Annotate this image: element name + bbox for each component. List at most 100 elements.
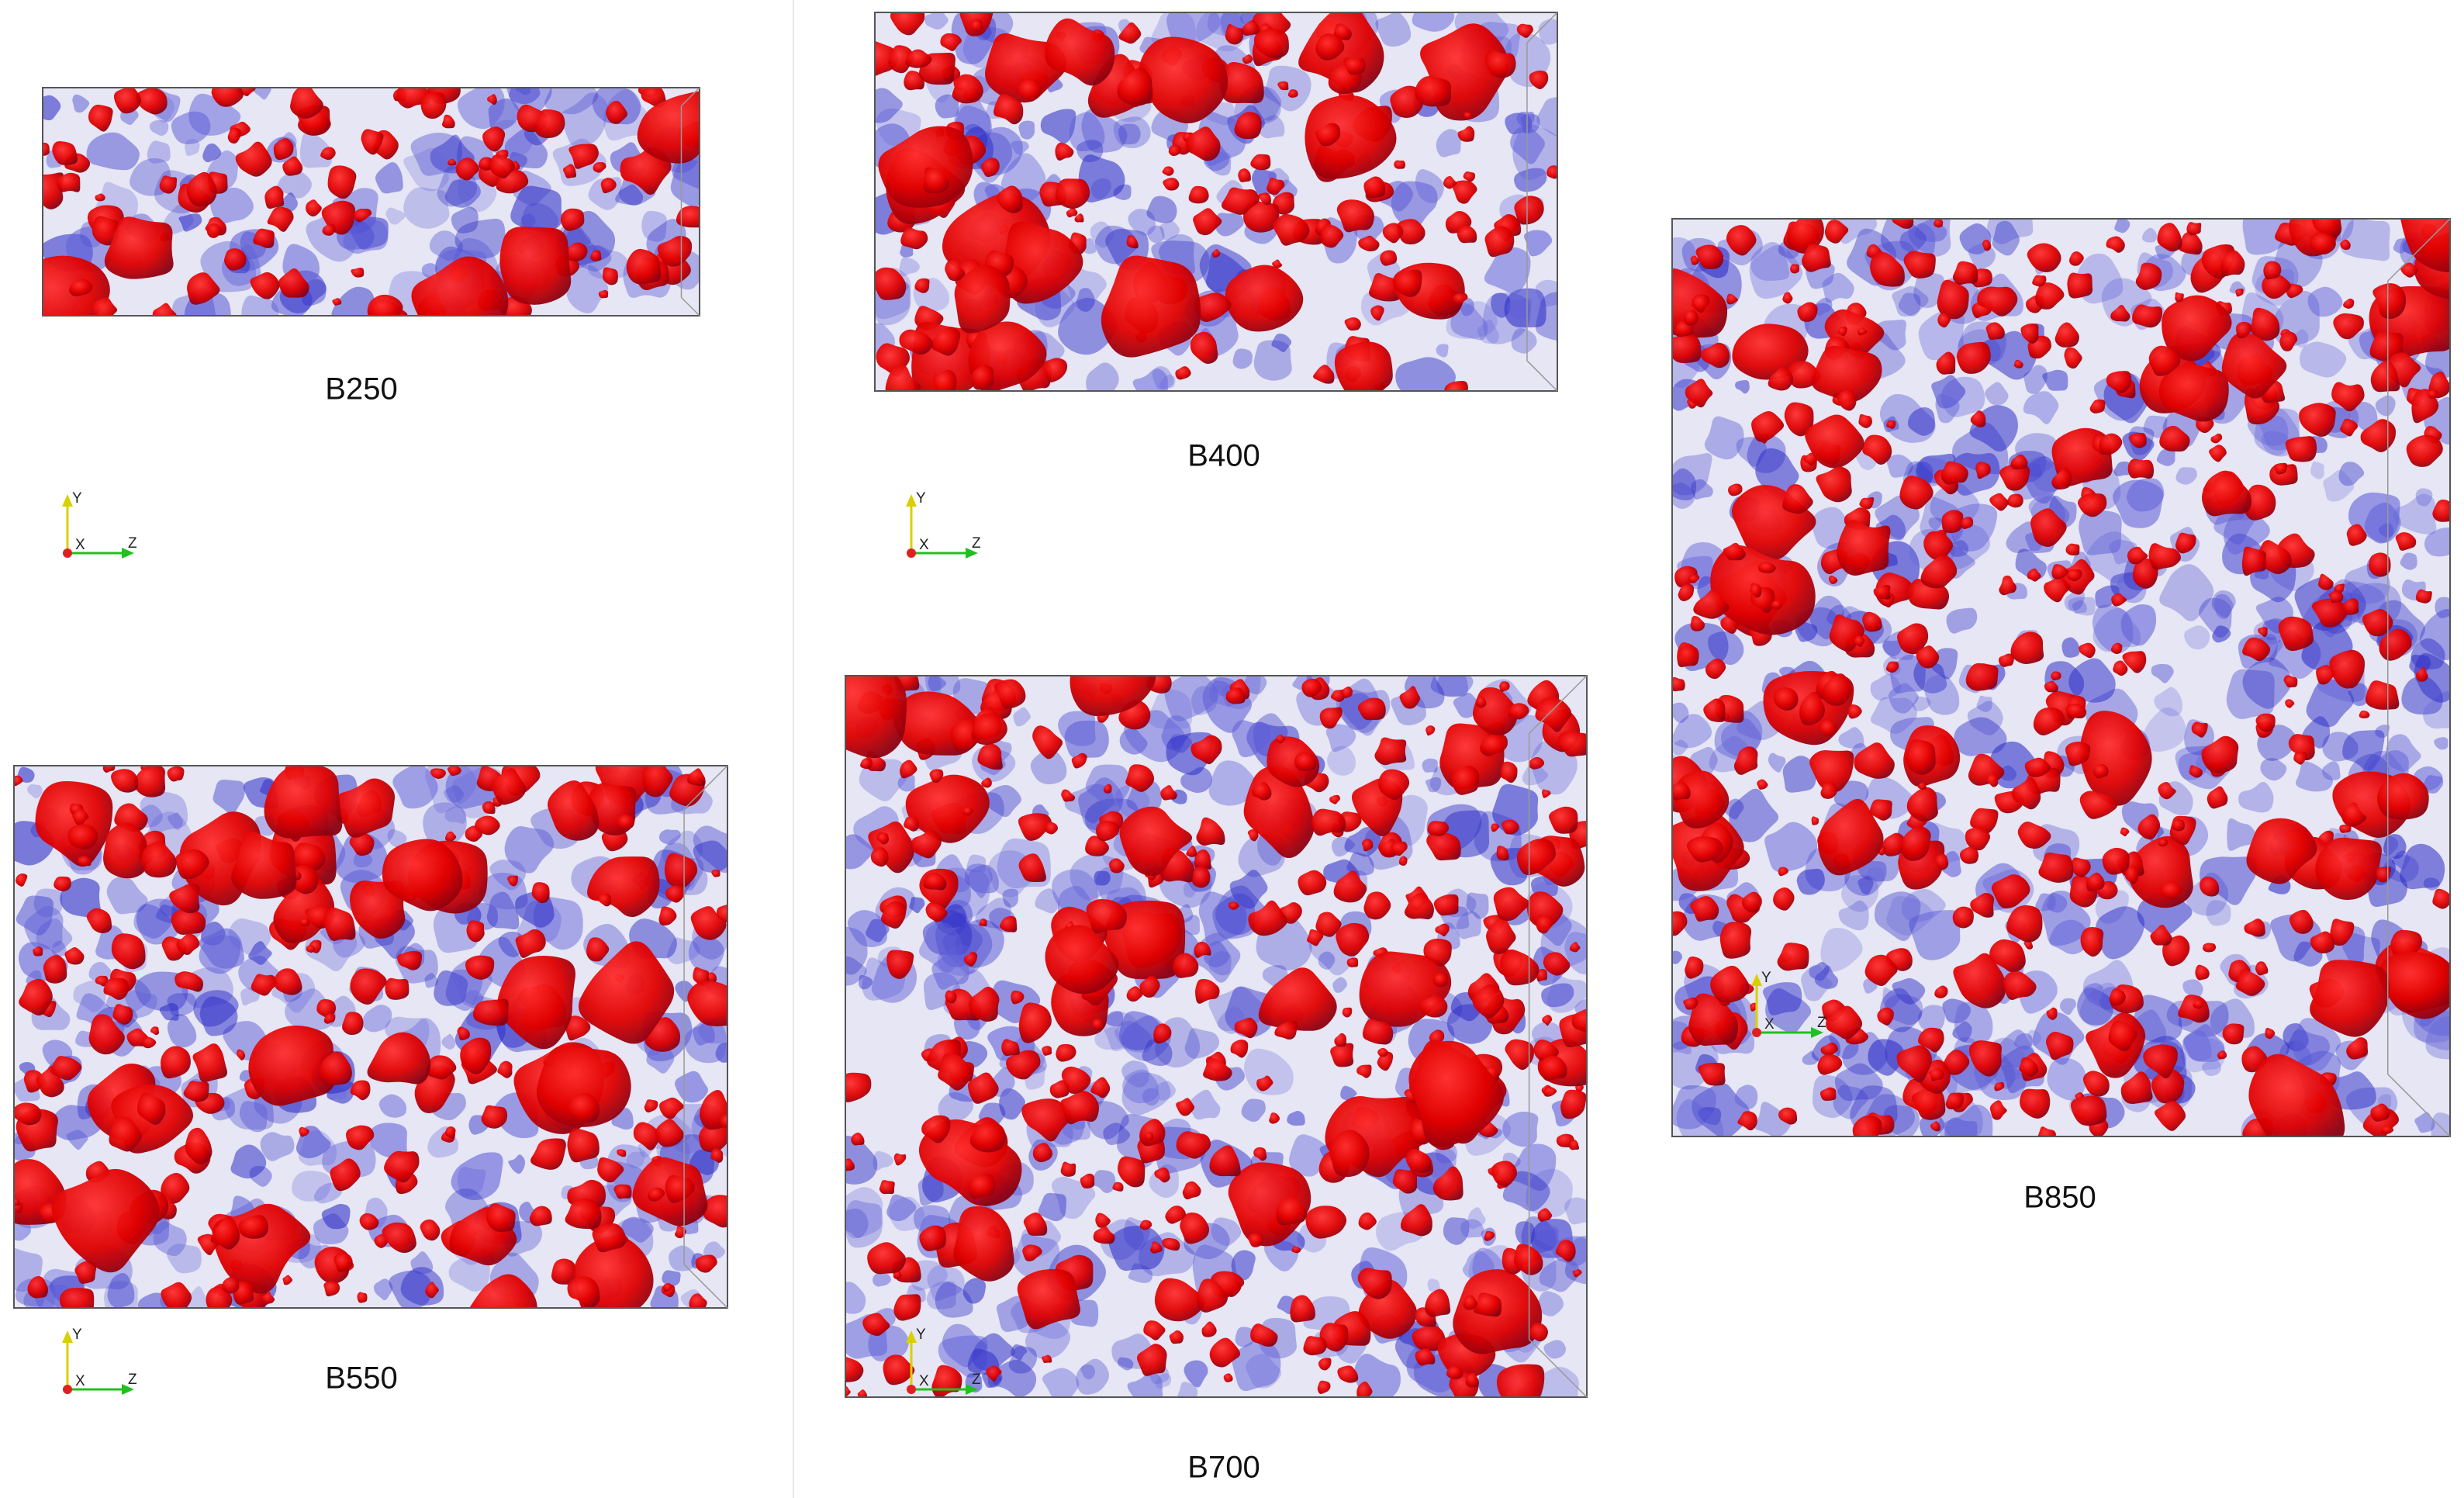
particle bbox=[1399, 686, 1421, 709]
pore-surface bbox=[1232, 348, 1253, 369]
particle bbox=[1032, 1143, 1053, 1163]
particle bbox=[1982, 239, 1992, 251]
particle bbox=[644, 1099, 658, 1113]
pore-surface bbox=[1076, 288, 1095, 312]
pore-surface bbox=[1156, 1081, 1176, 1101]
particle bbox=[430, 768, 447, 779]
particle bbox=[299, 918, 310, 926]
particle bbox=[278, 268, 309, 298]
particle bbox=[1117, 67, 1153, 106]
pore-surface bbox=[935, 94, 959, 119]
pore-surface bbox=[2434, 737, 2448, 750]
particle bbox=[2200, 876, 2220, 897]
particle bbox=[235, 141, 272, 177]
pore-surface bbox=[658, 829, 681, 845]
particle bbox=[879, 1180, 895, 1195]
particle bbox=[2127, 458, 2155, 479]
particle bbox=[1412, 1324, 1446, 1351]
particle bbox=[905, 774, 990, 843]
particle bbox=[1042, 1354, 1052, 1364]
particle bbox=[969, 987, 1000, 1022]
pore-surface bbox=[1885, 994, 1923, 1026]
particle bbox=[2150, 925, 2172, 946]
pore-surface bbox=[159, 1003, 179, 1021]
pore-surface bbox=[343, 220, 389, 254]
pore-surface bbox=[33, 888, 63, 918]
particle bbox=[367, 294, 403, 316]
particle bbox=[1726, 225, 1757, 256]
particle bbox=[1203, 1057, 1232, 1081]
particle bbox=[1176, 1131, 1211, 1159]
particle bbox=[617, 1149, 627, 1157]
particle bbox=[95, 975, 109, 987]
particle bbox=[1169, 1330, 1184, 1344]
particle bbox=[1318, 1358, 1332, 1371]
particle bbox=[945, 990, 957, 1004]
pore-surface bbox=[1954, 717, 2007, 756]
panel-label: B550 bbox=[325, 1361, 397, 1396]
particle bbox=[1726, 293, 1738, 305]
pore-surface bbox=[873, 1150, 893, 1171]
particle bbox=[397, 950, 423, 970]
pore-surface bbox=[2415, 488, 2433, 507]
particle bbox=[1394, 269, 1422, 297]
box-edges bbox=[1526, 12, 1558, 392]
pore-surface bbox=[248, 941, 272, 965]
particle bbox=[1543, 952, 1571, 976]
pore-surface bbox=[1924, 674, 1960, 715]
pore-surface bbox=[2020, 456, 2065, 504]
particle bbox=[2263, 261, 2282, 280]
pore-surface bbox=[1889, 683, 1919, 714]
particle bbox=[1802, 244, 1831, 272]
particle bbox=[2289, 909, 2314, 934]
particle bbox=[1190, 331, 1218, 365]
pore-surface bbox=[1446, 1004, 1493, 1044]
pore-surface bbox=[444, 179, 481, 208]
particle bbox=[1425, 1289, 1451, 1317]
pore-surface bbox=[403, 147, 449, 192]
particle bbox=[1267, 178, 1285, 195]
particle bbox=[1336, 199, 1374, 233]
pore-surface bbox=[434, 970, 468, 1006]
particle bbox=[1095, 1213, 1111, 1228]
pore-surface bbox=[1184, 1028, 1220, 1059]
triad-y-label: Y bbox=[916, 490, 926, 507]
particle bbox=[2186, 222, 2202, 236]
pore-surface bbox=[1814, 965, 1839, 989]
particle bbox=[2360, 419, 2397, 452]
pore-surface bbox=[2286, 1029, 2331, 1066]
particle bbox=[1705, 658, 1726, 680]
particle bbox=[2122, 651, 2147, 673]
triad-x-label: X bbox=[1764, 1016, 1775, 1033]
particle bbox=[1463, 1295, 1477, 1310]
particle bbox=[2030, 508, 2067, 547]
particle bbox=[2362, 608, 2393, 637]
render-panel: B250 bbox=[42, 87, 700, 407]
particle bbox=[1703, 698, 1726, 722]
box-edges bbox=[683, 765, 728, 1309]
particle bbox=[69, 278, 93, 296]
pore-surface bbox=[2383, 834, 2407, 860]
pore-surface bbox=[1177, 1382, 1198, 1397]
pore-surface bbox=[1697, 1107, 1722, 1126]
particle bbox=[1404, 893, 1434, 920]
pore-surface bbox=[1090, 221, 1115, 248]
particle bbox=[1535, 697, 1572, 732]
particle bbox=[1986, 773, 1999, 787]
particle bbox=[1125, 764, 1155, 792]
pore-surface bbox=[423, 802, 467, 846]
particle bbox=[33, 946, 43, 957]
particle bbox=[319, 1051, 352, 1086]
particle bbox=[1195, 978, 1220, 1004]
pore-surface bbox=[1952, 1021, 1972, 1043]
pore-surface bbox=[2083, 983, 2104, 1002]
particle bbox=[716, 905, 727, 923]
particle bbox=[674, 1225, 686, 1239]
particle bbox=[2046, 1007, 2058, 1020]
pore-surface bbox=[1232, 720, 1271, 758]
particle bbox=[77, 856, 92, 867]
particle bbox=[1854, 635, 1865, 647]
particle bbox=[2406, 434, 2443, 467]
pore-surface bbox=[873, 1272, 891, 1287]
particle bbox=[1936, 351, 1956, 375]
